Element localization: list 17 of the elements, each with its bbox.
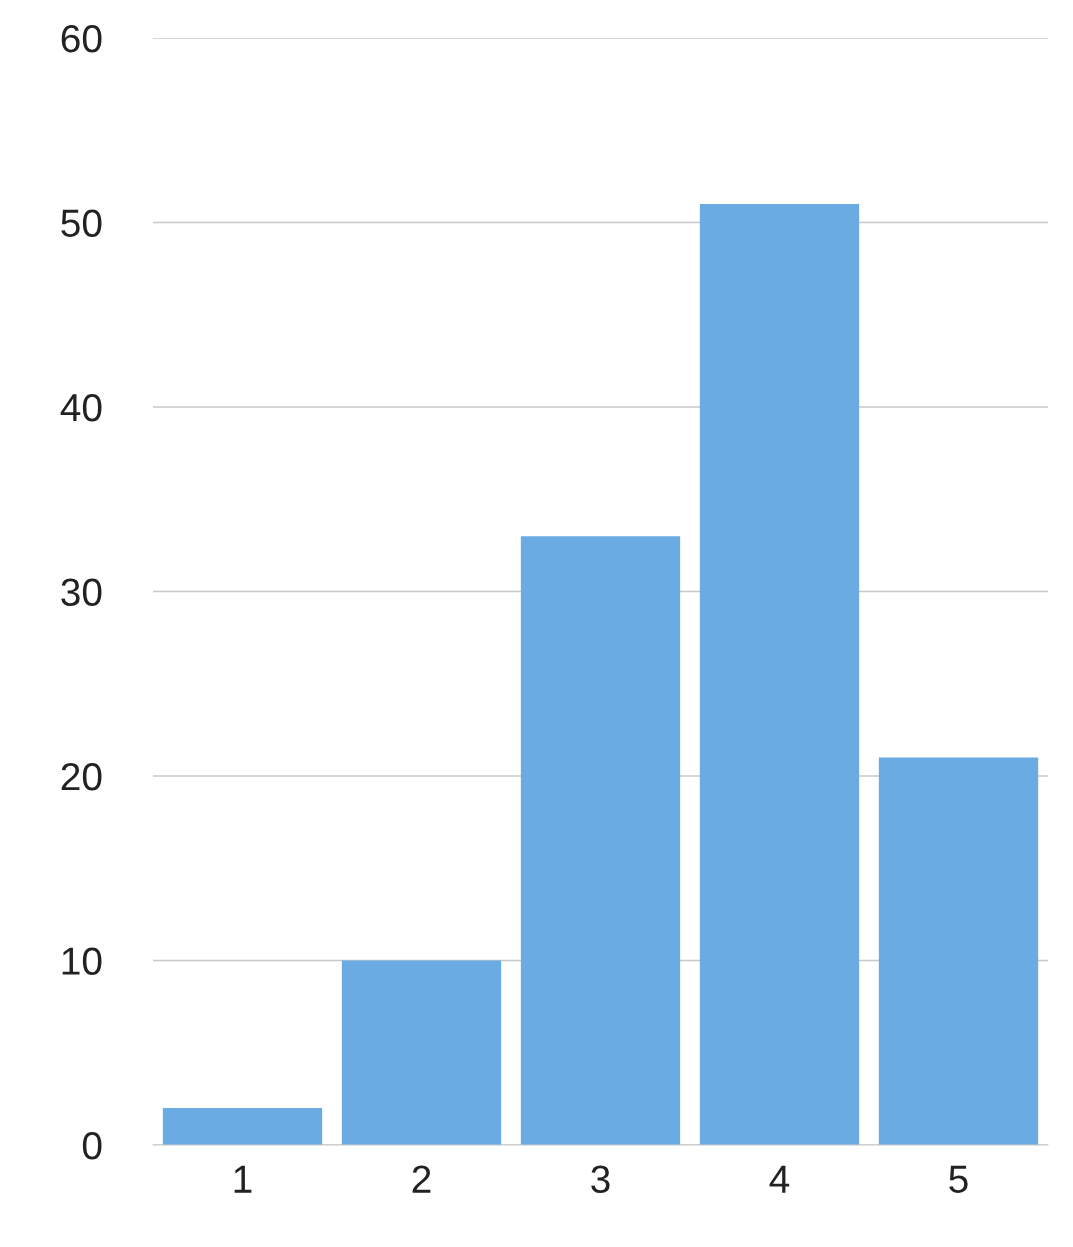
y-tick-label: 0 — [82, 1131, 102, 1160]
y-tick-label: 60 — [61, 24, 102, 53]
bar — [162, 1108, 323, 1145]
bar — [341, 960, 502, 1145]
x-tick-label: 1 — [234, 1165, 252, 1193]
x-tick-label: 2 — [412, 1165, 431, 1193]
bar — [878, 757, 1039, 1145]
x-tick-label: 5 — [949, 1165, 968, 1194]
x-tick-label: 3 — [591, 1165, 610, 1194]
y-tick-label: 20 — [61, 762, 102, 791]
y-tick-label: 40 — [60, 393, 102, 422]
bar — [520, 536, 681, 1145]
y-tick-label: 50 — [61, 209, 102, 237]
y-tick-label: 30 — [61, 578, 102, 606]
x-tick-label: 4 — [769, 1165, 790, 1193]
y-tick-label: 10 — [62, 947, 102, 975]
bar — [699, 204, 860, 1145]
